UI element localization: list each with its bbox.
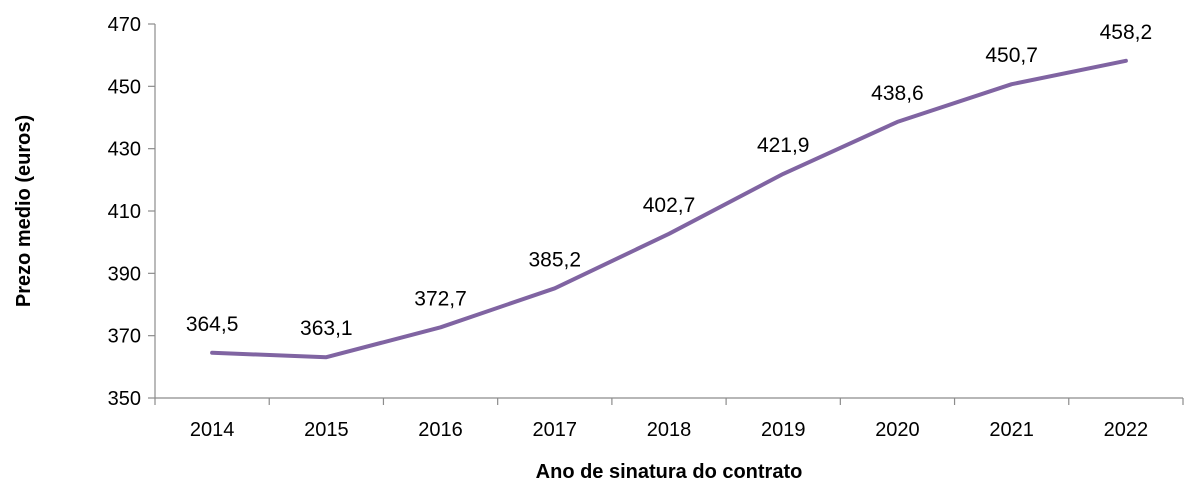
- y-tick-label: 470: [108, 14, 141, 36]
- x-tick-label: 2020: [875, 419, 920, 441]
- data-labels: 364,5 363,1 372,7 385,2 402,7 421,9 438,6 450,7…: [186, 21, 1152, 340]
- x-tick-label: 2017: [533, 419, 578, 441]
- x-tick-label: 2018: [647, 419, 692, 441]
- data-label: 363,1: [300, 317, 353, 340]
- series-layer: [210, 58, 1128, 360]
- x-axis: 2014 2015 2016 2017 2018 2019 2020 2021 2022: [154, 397, 1184, 441]
- data-label: 385,2: [528, 248, 581, 271]
- x-tick-label: 2021: [989, 419, 1034, 441]
- x-tick-label: 2015: [304, 419, 349, 441]
- y-tick-label: 450: [108, 76, 141, 98]
- y-tick-label: 350: [108, 388, 141, 410]
- y-axis-title: Prezo medio (euros): [13, 115, 35, 307]
- data-label: 458,2: [1100, 21, 1153, 44]
- data-label: 364,5: [186, 313, 239, 336]
- x-tick-label: 2019: [761, 419, 806, 441]
- x-tick-label: 2022: [1104, 419, 1149, 441]
- y-tick-label: 370: [108, 326, 141, 348]
- y-tick-label: 430: [108, 139, 141, 161]
- y-tick-label: 410: [108, 201, 141, 223]
- data-label: 438,6: [871, 82, 924, 105]
- x-axis-title: Ano de sinatura do contrato: [536, 461, 803, 483]
- data-label: 421,9: [757, 134, 810, 157]
- data-label: 450,7: [985, 44, 1038, 67]
- y-tick-label: 390: [108, 263, 141, 285]
- data-label: 372,7: [414, 287, 467, 310]
- data-label: 402,7: [643, 194, 696, 217]
- x-tick-label: 2014: [190, 419, 235, 441]
- x-tick-label: 2016: [418, 419, 463, 441]
- y-axis: 350 370 390 410 430 450 470: [108, 14, 156, 410]
